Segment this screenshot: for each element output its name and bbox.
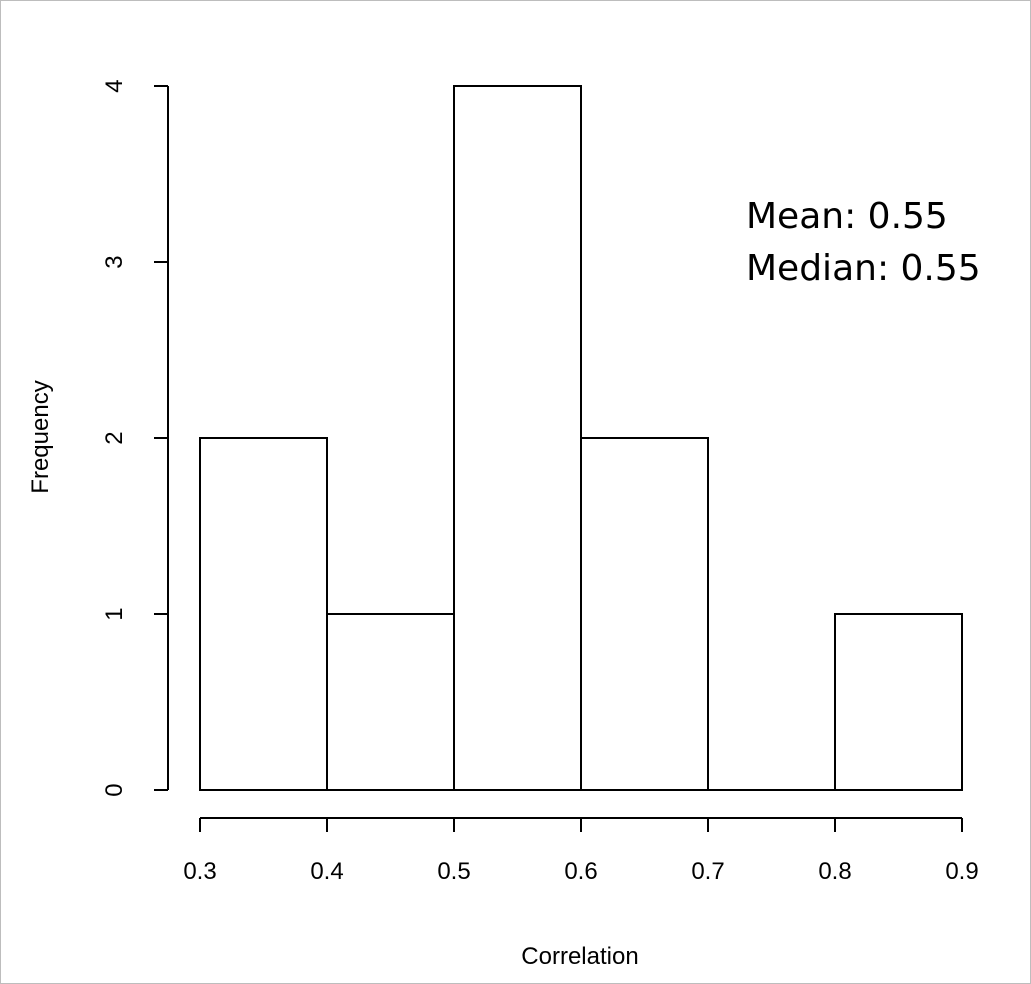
x-tick-label: 0.6	[564, 858, 597, 885]
histogram-bar-5	[834, 613, 963, 791]
x-axis-title: Correlation	[521, 943, 638, 970]
histogram-bar-0	[199, 437, 328, 791]
x-tick-label: 0.8	[818, 858, 851, 885]
x-tick-label: 0.4	[310, 858, 343, 885]
histogram-bar-2	[453, 85, 582, 791]
y-axis-title: Frequency	[27, 380, 54, 493]
bars-group	[199, 85, 963, 791]
y-tick-label: 2	[101, 431, 128, 444]
x-tick-label: 0.5	[437, 858, 470, 885]
x-tick-label: 0.7	[691, 858, 724, 885]
y-tick-label: 4	[101, 79, 128, 92]
y-tick-label: 1	[101, 607, 128, 620]
x-ticks-group: 0.3 0.4 0.5 0.6 0.7 0.8 0.9	[183, 818, 979, 885]
y-tick-label: 0	[101, 783, 128, 796]
histogram-bar-1	[326, 613, 455, 791]
mean-annotation: Mean: 0.55	[746, 196, 948, 237]
x-tick-label: 0.9	[945, 858, 978, 885]
y-tick-label: 3	[101, 255, 128, 268]
y-ticks-group: 0 1 2 3 4	[101, 79, 168, 797]
x-tick-label: 0.3	[183, 858, 216, 885]
histogram-bar-3	[580, 437, 709, 791]
median-annotation: Median: 0.55	[746, 248, 981, 289]
